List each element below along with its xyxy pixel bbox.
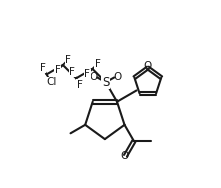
- Text: F: F: [65, 55, 71, 65]
- Text: F: F: [69, 67, 75, 77]
- Text: O: O: [120, 151, 129, 161]
- Text: O: O: [90, 72, 98, 83]
- Text: F: F: [84, 69, 90, 79]
- Text: Cl: Cl: [46, 77, 56, 87]
- Text: O: O: [113, 72, 122, 83]
- Text: O: O: [144, 61, 152, 71]
- Text: F: F: [40, 63, 46, 73]
- Text: F: F: [77, 80, 83, 90]
- Text: F: F: [55, 65, 61, 75]
- Text: S: S: [102, 76, 109, 89]
- Text: F: F: [95, 58, 101, 69]
